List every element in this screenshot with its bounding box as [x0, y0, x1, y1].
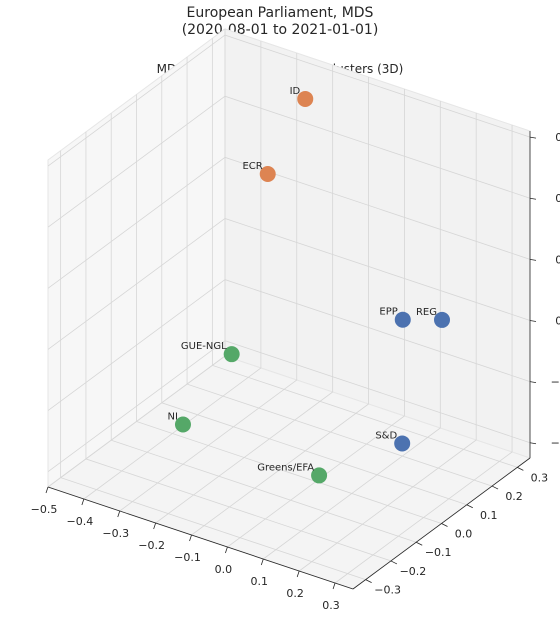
x-tick-label: 0.3 — [322, 599, 340, 612]
point-label: GUE-NGL — [181, 341, 227, 352]
x-axis-line — [47, 486, 354, 590]
y-tick-mark — [466, 504, 473, 509]
x-tick-mark — [260, 558, 264, 566]
z-tick-mark — [529, 381, 537, 383]
y-tick-label: 0.3 — [531, 471, 549, 484]
x-tick-label: −0.5 — [31, 503, 58, 516]
z-grid-line — [47, 34, 531, 167]
x-tick-label: −0.3 — [102, 527, 129, 540]
x-grid-line — [155, 65, 334, 524]
y-tick-mark — [365, 579, 372, 584]
x-grid-line — [227, 89, 405, 548]
data-point — [394, 311, 411, 328]
x-tick-label: 0.2 — [286, 587, 304, 600]
x-tick-mark — [117, 510, 121, 518]
z-grid-line — [47, 279, 531, 411]
y-grid-line — [211, 38, 518, 468]
data-point — [394, 435, 411, 452]
z-tick-label: 0.0 — [555, 314, 560, 327]
point-label: ECR — [242, 161, 262, 172]
y-grid-line — [136, 94, 442, 524]
x-grid-line — [119, 53, 298, 512]
x-grid-line — [191, 77, 369, 536]
data-point — [223, 346, 240, 363]
x-tick-mark — [153, 522, 157, 530]
y-tick-mark — [390, 560, 398, 565]
y-grid-line — [85, 131, 392, 562]
y-grid-line — [60, 150, 366, 581]
x-tick-mark — [189, 534, 192, 542]
x-grid-line — [334, 125, 513, 584]
z-tick-label: 0.2 — [555, 253, 560, 266]
x-tick-label: −0.1 — [174, 551, 201, 564]
y-tick-label: 0.0 — [455, 528, 473, 541]
data-points: ID ECR EPP REG S&D GUE-NGL NI Greens/EFA — [168, 86, 451, 484]
x-tick-label: 0.0 — [215, 563, 233, 576]
z-grid-line — [47, 218, 531, 350]
y-grid-line — [186, 57, 493, 487]
point-label: EPP — [379, 307, 397, 318]
z-tick-label: 0.4 — [555, 192, 560, 205]
grid-lines — [47, 29, 531, 584]
x-tick-mark — [332, 582, 336, 590]
z-tick-mark — [529, 136, 537, 139]
z-tick-mark — [529, 320, 537, 322]
x-tick-mark — [45, 486, 49, 494]
y-tick-label: −0.1 — [425, 546, 452, 559]
x-grid-line — [83, 41, 262, 500]
y-grid-line — [161, 75, 467, 506]
data-point — [434, 311, 451, 328]
z-tick-label: −0.2 — [551, 376, 560, 389]
x-grid-line — [298, 113, 477, 572]
z-tick-mark — [529, 258, 537, 261]
x-tick-mark — [296, 570, 300, 578]
z-tick-label: 0.6 — [555, 131, 560, 144]
x-tick-mark — [81, 498, 85, 506]
x-tick-mark — [225, 546, 228, 554]
data-point — [259, 166, 276, 183]
point-label: S&D — [375, 430, 397, 441]
y-tick-label: 0.1 — [480, 509, 498, 522]
x-tick-label: 0.1 — [251, 575, 269, 588]
x-tick-label: −0.2 — [138, 539, 165, 552]
data-point — [174, 416, 191, 433]
data-point — [297, 90, 314, 107]
z-grid-line — [47, 95, 531, 228]
x-tick-label: −0.4 — [67, 515, 94, 528]
y-tick-mark — [416, 541, 423, 546]
z-tick-mark — [529, 197, 537, 200]
tick-labels: −0.5−0.4−0.3−0.2−0.10.00.10.20.3−0.3−0.2… — [31, 131, 560, 612]
point-label: Greens/EFA — [257, 462, 314, 473]
z-grid-line — [47, 340, 531, 473]
z-grid-line — [47, 156, 531, 289]
y-tick-mark — [441, 523, 448, 527]
x-grid-line — [263, 101, 441, 560]
y-grid-line — [110, 113, 417, 543]
z-tick-mark — [529, 442, 537, 445]
point-label: ID — [290, 86, 301, 97]
y-tick-label: −0.2 — [400, 565, 427, 578]
data-point — [311, 467, 328, 484]
y-tick-mark — [517, 466, 524, 471]
point-label: REG — [416, 307, 437, 318]
y-tick-mark — [491, 485, 499, 490]
y-tick-label: −0.3 — [374, 584, 401, 597]
point-label: NI — [168, 411, 178, 422]
y-tick-label: 0.2 — [505, 490, 523, 503]
z-tick-label: −0.4 — [551, 437, 560, 450]
